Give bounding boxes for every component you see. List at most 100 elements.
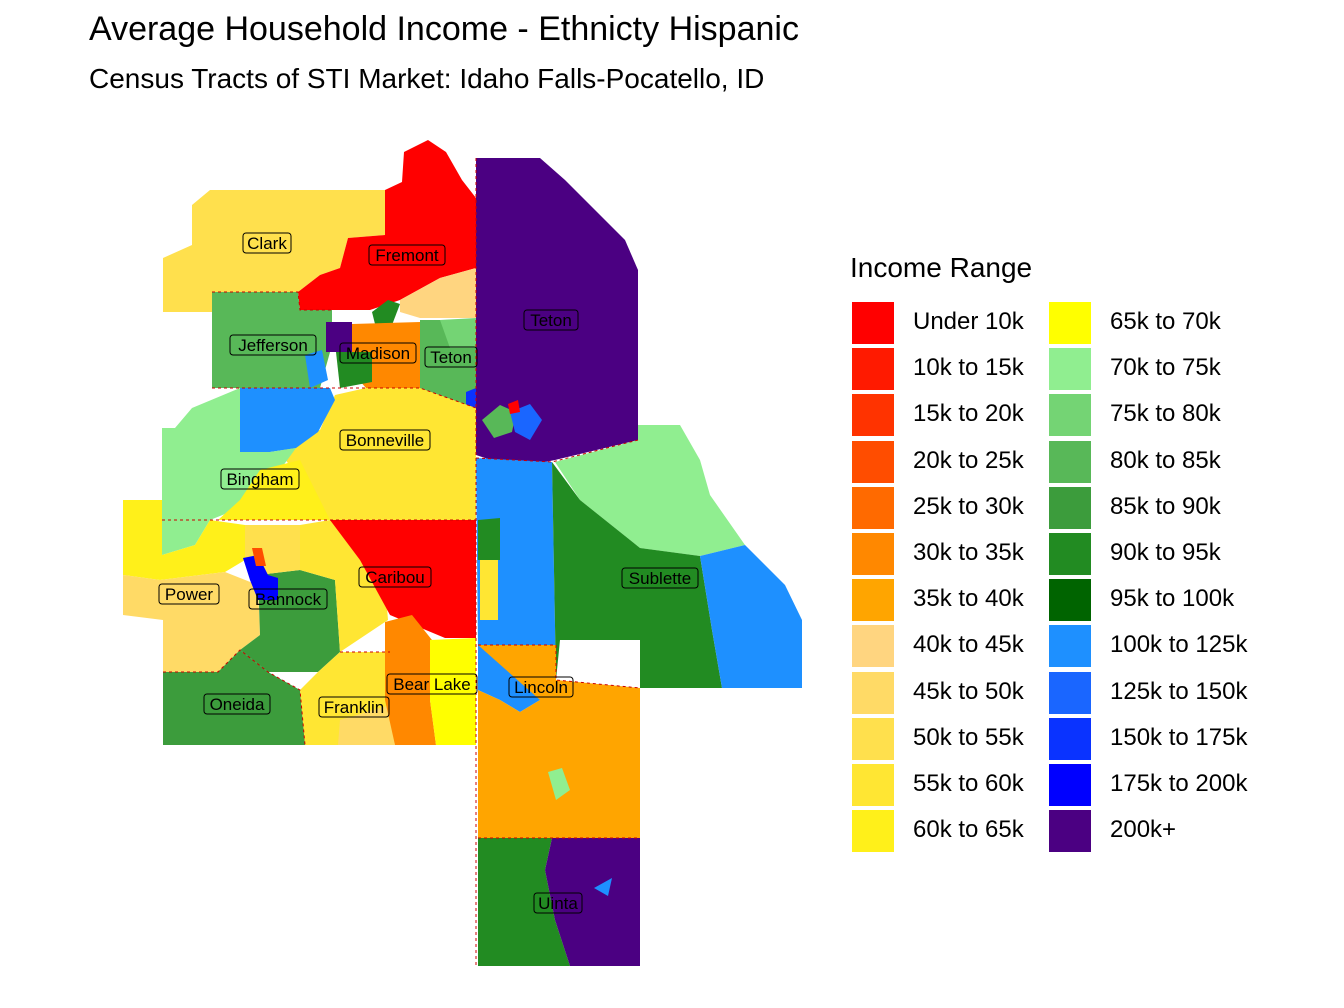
county-label-uinta: Uinta	[533, 892, 583, 914]
svg-text:Power: Power	[165, 585, 214, 604]
svg-text:Bannock: Bannock	[255, 590, 322, 609]
svg-text:Uinta: Uinta	[538, 894, 578, 913]
svg-text:Bingham: Bingham	[226, 470, 293, 489]
tract-fremont-green	[372, 300, 400, 328]
legend-label: 25k to 30k	[913, 492, 1024, 520]
legend-label: 90k to 95k	[1110, 539, 1221, 566]
tract-madison-green	[336, 352, 372, 388]
legend-swatch	[852, 486, 894, 529]
legend-swatch	[1049, 486, 1091, 529]
county-label-franklin: Franklin	[318, 696, 390, 718]
legend-label: 75k to 80k	[1110, 400, 1221, 428]
tract-bear-lake	[430, 638, 476, 745]
legend-swatch	[1049, 579, 1091, 622]
map-subtitle: Census Tracts of STI Market: Idaho Falls…	[89, 63, 765, 94]
legend-swatch	[1049, 394, 1091, 437]
legend-swatch	[852, 764, 894, 806]
county-label-sublette: Sublette	[621, 567, 699, 589]
legend-swatch	[852, 533, 894, 575]
legend-label: 10k to 15k	[913, 354, 1024, 382]
legend-label: 15k to 20k	[913, 400, 1024, 428]
svg-text:Oneida: Oneida	[210, 695, 265, 714]
tract-teton-wy	[476, 158, 638, 468]
tract-uinta-purple	[545, 838, 640, 966]
svg-text:Madison: Madison	[346, 344, 410, 363]
legend-swatch	[852, 810, 894, 853]
county-label-bonneville: Bonneville	[339, 429, 431, 451]
tract-franklin-light	[338, 705, 395, 745]
legend-swatch	[852, 625, 894, 668]
legend-label: 125k to 150k	[1110, 677, 1248, 705]
legend-label: 70k to 75k	[1110, 354, 1221, 382]
legend-label: 40k to 45k	[913, 631, 1024, 659]
tract-uinta-blue	[594, 878, 612, 896]
county-label-lincoln: Lincoln	[508, 676, 574, 698]
county-label-bingham: Bingham	[220, 468, 300, 490]
legend-swatch	[1049, 671, 1091, 714]
tract-sublette-light	[555, 425, 745, 556]
legend-swatch	[852, 579, 894, 622]
tract-jefferson	[212, 292, 332, 388]
legend-label: 95k to 100k	[1110, 585, 1235, 613]
tract-teton-wy-blue	[510, 404, 542, 440]
tract-madison-purple	[326, 322, 352, 352]
svg-text:Teton: Teton	[530, 311, 572, 330]
svg-text:Bear Lake: Bear Lake	[393, 675, 471, 694]
tract-bonneville-blue	[240, 388, 335, 452]
tract-lincoln-yellow	[480, 560, 498, 620]
tract-teton-wy-green	[482, 405, 516, 438]
tract-sublette-blue	[700, 545, 802, 688]
svg-text:Fremont: Fremont	[375, 246, 439, 265]
svg-text:Lincoln: Lincoln	[514, 678, 568, 697]
legend-swatch	[1049, 348, 1091, 391]
legend-swatch	[852, 348, 894, 391]
county-label-teton-id: Teton	[424, 346, 478, 368]
svg-text:Franklin: Franklin	[324, 698, 384, 717]
svg-text:Sublette: Sublette	[629, 569, 691, 588]
county-label-power: Power	[158, 583, 220, 605]
tract-fremont-south	[400, 268, 476, 318]
county-label-madison: Madison	[339, 342, 417, 364]
svg-text:Clark: Clark	[247, 234, 287, 253]
tract-bingham-yellow	[218, 460, 330, 520]
map-title: Average Household Income - Ethnicty Hisp…	[89, 10, 799, 48]
svg-text:Bonneville: Bonneville	[346, 431, 424, 450]
legend-swatch	[1049, 810, 1091, 853]
tract-sublette	[552, 462, 722, 688]
tract-bannock-red	[252, 548, 266, 566]
county-label-fremont: Fremont	[368, 244, 446, 266]
legend-swatch	[1049, 625, 1091, 668]
legend-swatch	[852, 671, 894, 714]
legend-label: 100k to 125k	[1110, 631, 1248, 659]
county-labels: Clark Fremont Jefferson Madison Teton Te…	[158, 232, 699, 914]
legend-label: 30k to 35k	[913, 539, 1024, 566]
legend-label: 175k to 200k	[1110, 770, 1248, 797]
legend-label: Under 10k	[913, 308, 1024, 335]
legend-label: 60k to 65k	[913, 816, 1024, 844]
legend-label: 50k to 55k	[913, 723, 1024, 751]
tract-lincoln-south	[478, 645, 640, 838]
legend-label: 200k+	[1110, 816, 1177, 844]
legend-label: 150k to 175k	[1110, 723, 1248, 751]
tract-uinta	[478, 838, 570, 966]
county-label-oneida: Oneida	[203, 693, 271, 715]
legend-label: 45k to 50k	[913, 677, 1024, 705]
county-label-caribou: Caribou	[358, 566, 432, 588]
tract-jefferson-blue	[305, 350, 328, 388]
legend-swatch	[852, 717, 894, 760]
legend-swatch	[1049, 764, 1091, 806]
legend-swatch	[852, 394, 894, 437]
legend-label: 80k to 85k	[1110, 446, 1221, 474]
tract-teton-id-green	[440, 318, 476, 348]
legend-title: Income Range	[850, 252, 1033, 283]
tract-power	[123, 500, 245, 580]
legend-label: 65k to 70k	[1110, 308, 1221, 335]
tract-power-south	[123, 572, 260, 672]
tract-bingham	[162, 388, 296, 555]
legend-swatch	[852, 302, 894, 344]
legend-swatch	[852, 440, 894, 483]
tract-oneida	[163, 650, 305, 745]
tract-caribou	[330, 520, 476, 638]
tract-teton-id-blue	[466, 388, 476, 410]
